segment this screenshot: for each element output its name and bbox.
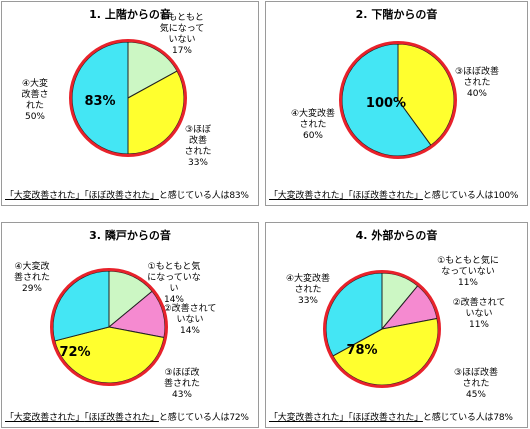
pie-ring xyxy=(323,270,441,388)
slice-label: ④大変改善された 29% xyxy=(14,260,50,294)
pie-total-label: 100% xyxy=(366,96,406,111)
chart-summary: 「大変改善された」「ほぼ改善された」と感じている人は78% xyxy=(269,410,525,423)
chart-summary: 「大変改善された」「ほぼ改善された」と感じている人は100% xyxy=(269,188,525,201)
chart-title: 3. 隣戸からの音 xyxy=(89,229,171,242)
chart-title: 2. 下階からの音 xyxy=(355,8,438,21)
summary-quote-1: 「大変改善された」 xyxy=(5,191,85,201)
pie-chart: ①もともと気になっていない 14%②改善されていない 14% ③ほぼ改善された 43% ④… xyxy=(14,260,217,400)
pie-slice xyxy=(71,41,129,155)
slice-label: ④大変改善された 33% xyxy=(286,272,330,306)
pie-ring xyxy=(339,41,457,159)
summary-quote-1: 「大変改善された」 xyxy=(269,413,349,423)
chart-panel-lower-floor: 2. 下階からの音 ③ほぼ改善された 40% ④大変改善された 60% 100% 「大変… xyxy=(265,1,528,206)
slice-label: ②改善されていない 14% xyxy=(164,302,217,336)
summary-total: 72% xyxy=(229,413,249,423)
slice-label: ③ほぼ改善された 33% xyxy=(184,124,211,168)
slice-label: ①もともと気になっていない 17% xyxy=(160,12,205,56)
chart-summary: 「大変改善された」「ほぼ改善された」と感じている人は83% xyxy=(5,188,256,201)
summary-text: と感じている人は xyxy=(422,191,494,201)
summary-total: 83% xyxy=(229,191,249,201)
pie-slice xyxy=(54,326,165,384)
slice-label: ②改善されていない 11% xyxy=(453,296,506,330)
slice-label: ④大変改善された 50% xyxy=(21,77,48,122)
pie-slice xyxy=(341,43,432,157)
summary-quote-2: 「ほぼ改善された」 xyxy=(348,191,423,201)
pie-ring xyxy=(69,39,187,157)
pie-chart: ①もともと気になっていない 17% ③ほぼ改善された 33% ④大変改善された 50% 83… xyxy=(21,12,211,168)
pie-ring xyxy=(50,268,168,386)
pie-slice xyxy=(397,43,455,146)
slice-label: ④大変改善された 60% xyxy=(291,107,335,141)
slice-label: ③ほぼ改善された 45% xyxy=(454,366,498,400)
chart-title: 1. 上階からの音 xyxy=(89,8,171,21)
pie-slice xyxy=(127,41,178,99)
chart-title: 4. 外部からの音 xyxy=(355,229,438,242)
summary-quote-2: 「ほぼ改善された」 xyxy=(84,413,159,423)
pie-total-label: 78% xyxy=(346,343,377,358)
chart-panel-upper-floor: 1. 上階からの音 ①もともと気になっていない 17% ③ほぼ改善された 33% ④大変… xyxy=(1,1,259,206)
pie-total-label: 72% xyxy=(59,345,90,360)
summary-total: 100% xyxy=(493,191,519,201)
summary-quote-2: 「ほぼ改善された」 xyxy=(84,191,159,201)
pie-slice xyxy=(127,70,185,155)
pie-chart: ③ほぼ改善された 40% ④大変改善された 60% 100% xyxy=(291,41,499,159)
summary-text: と感じている人は xyxy=(158,413,230,423)
summary-text: と感じている人は xyxy=(422,413,494,423)
chart-summary: 「大変改善された」「ほぼ改善された」と感じている人は72% xyxy=(5,410,256,423)
summary-quote-2: 「ほぼ改善された」 xyxy=(348,413,423,423)
slice-label: ③ほぼ改善された 40% xyxy=(455,65,499,99)
summary-quote-1: 「大変改善された」 xyxy=(5,413,85,423)
slice-label: ①もともと気になっていない 14% xyxy=(147,260,201,305)
chart-panel-neighbor: 3. 隣戸からの音 ①もともと気になっていない 14% ②改善されていない 14% ③ほ… xyxy=(1,222,259,428)
slice-label: ③ほぼ改善された 43% xyxy=(164,366,200,400)
pie-slice xyxy=(325,272,383,357)
chart-panel-outside: 4. 外部からの音 ①もともと気になっていない 11% ②改善されていない 11% ③ほ… xyxy=(265,222,528,428)
pie-slice xyxy=(52,270,110,342)
pie-slice xyxy=(332,317,439,386)
summary-quote-1: 「大変改善された」 xyxy=(269,191,349,201)
summary-total: 78% xyxy=(493,413,513,423)
pie-total-label: 83% xyxy=(84,94,115,109)
slice-label: ①もともと気になっていない 11% xyxy=(437,254,499,288)
pie-chart: ①もともと気になっていない 11% ②改善されていない 11% ③ほぼ改善された 45% ④… xyxy=(286,254,506,400)
summary-text: と感じている人は xyxy=(158,191,230,201)
